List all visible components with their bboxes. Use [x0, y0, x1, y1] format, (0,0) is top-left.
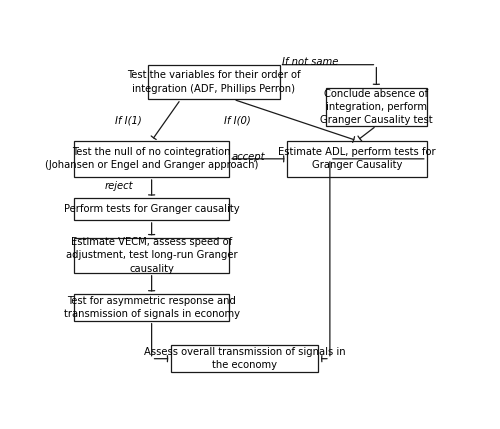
FancyBboxPatch shape	[148, 65, 280, 100]
Text: Test the null of no cointegration
(Johansen or Engel and Granger approach): Test the null of no cointegration (Johan…	[45, 147, 258, 170]
Text: If I(1): If I(1)	[115, 116, 142, 126]
FancyBboxPatch shape	[74, 294, 229, 321]
Text: Estimate ADL, perform tests for
Granger Causality: Estimate ADL, perform tests for Granger …	[278, 147, 436, 170]
Text: If I(0): If I(0)	[224, 116, 250, 126]
FancyBboxPatch shape	[74, 199, 229, 220]
Text: Estimate VECM, assess speed of
adjustment, test long-run Granger
causality: Estimate VECM, assess speed of adjustmen…	[66, 237, 238, 274]
FancyBboxPatch shape	[74, 141, 229, 177]
Text: If not same: If not same	[282, 57, 339, 67]
FancyBboxPatch shape	[74, 238, 229, 273]
Text: Test the variables for their order of
integration (ADF, Phillips Perron): Test the variables for their order of in…	[127, 70, 300, 94]
FancyBboxPatch shape	[326, 88, 427, 126]
Text: Perform tests for Granger causality: Perform tests for Granger causality	[64, 204, 240, 214]
Text: reject: reject	[104, 181, 133, 190]
Text: accept: accept	[232, 151, 265, 162]
FancyBboxPatch shape	[287, 141, 427, 177]
Text: Test for asymmetric response and
transmission of signals in economy: Test for asymmetric response and transmi…	[64, 296, 240, 319]
FancyBboxPatch shape	[171, 345, 318, 372]
Text: Assess overall transmission of signals in
the economy: Assess overall transmission of signals i…	[144, 347, 346, 370]
Text: Conclude absence of
integration, perform
Granger Causality test: Conclude absence of integration, perform…	[320, 89, 432, 125]
